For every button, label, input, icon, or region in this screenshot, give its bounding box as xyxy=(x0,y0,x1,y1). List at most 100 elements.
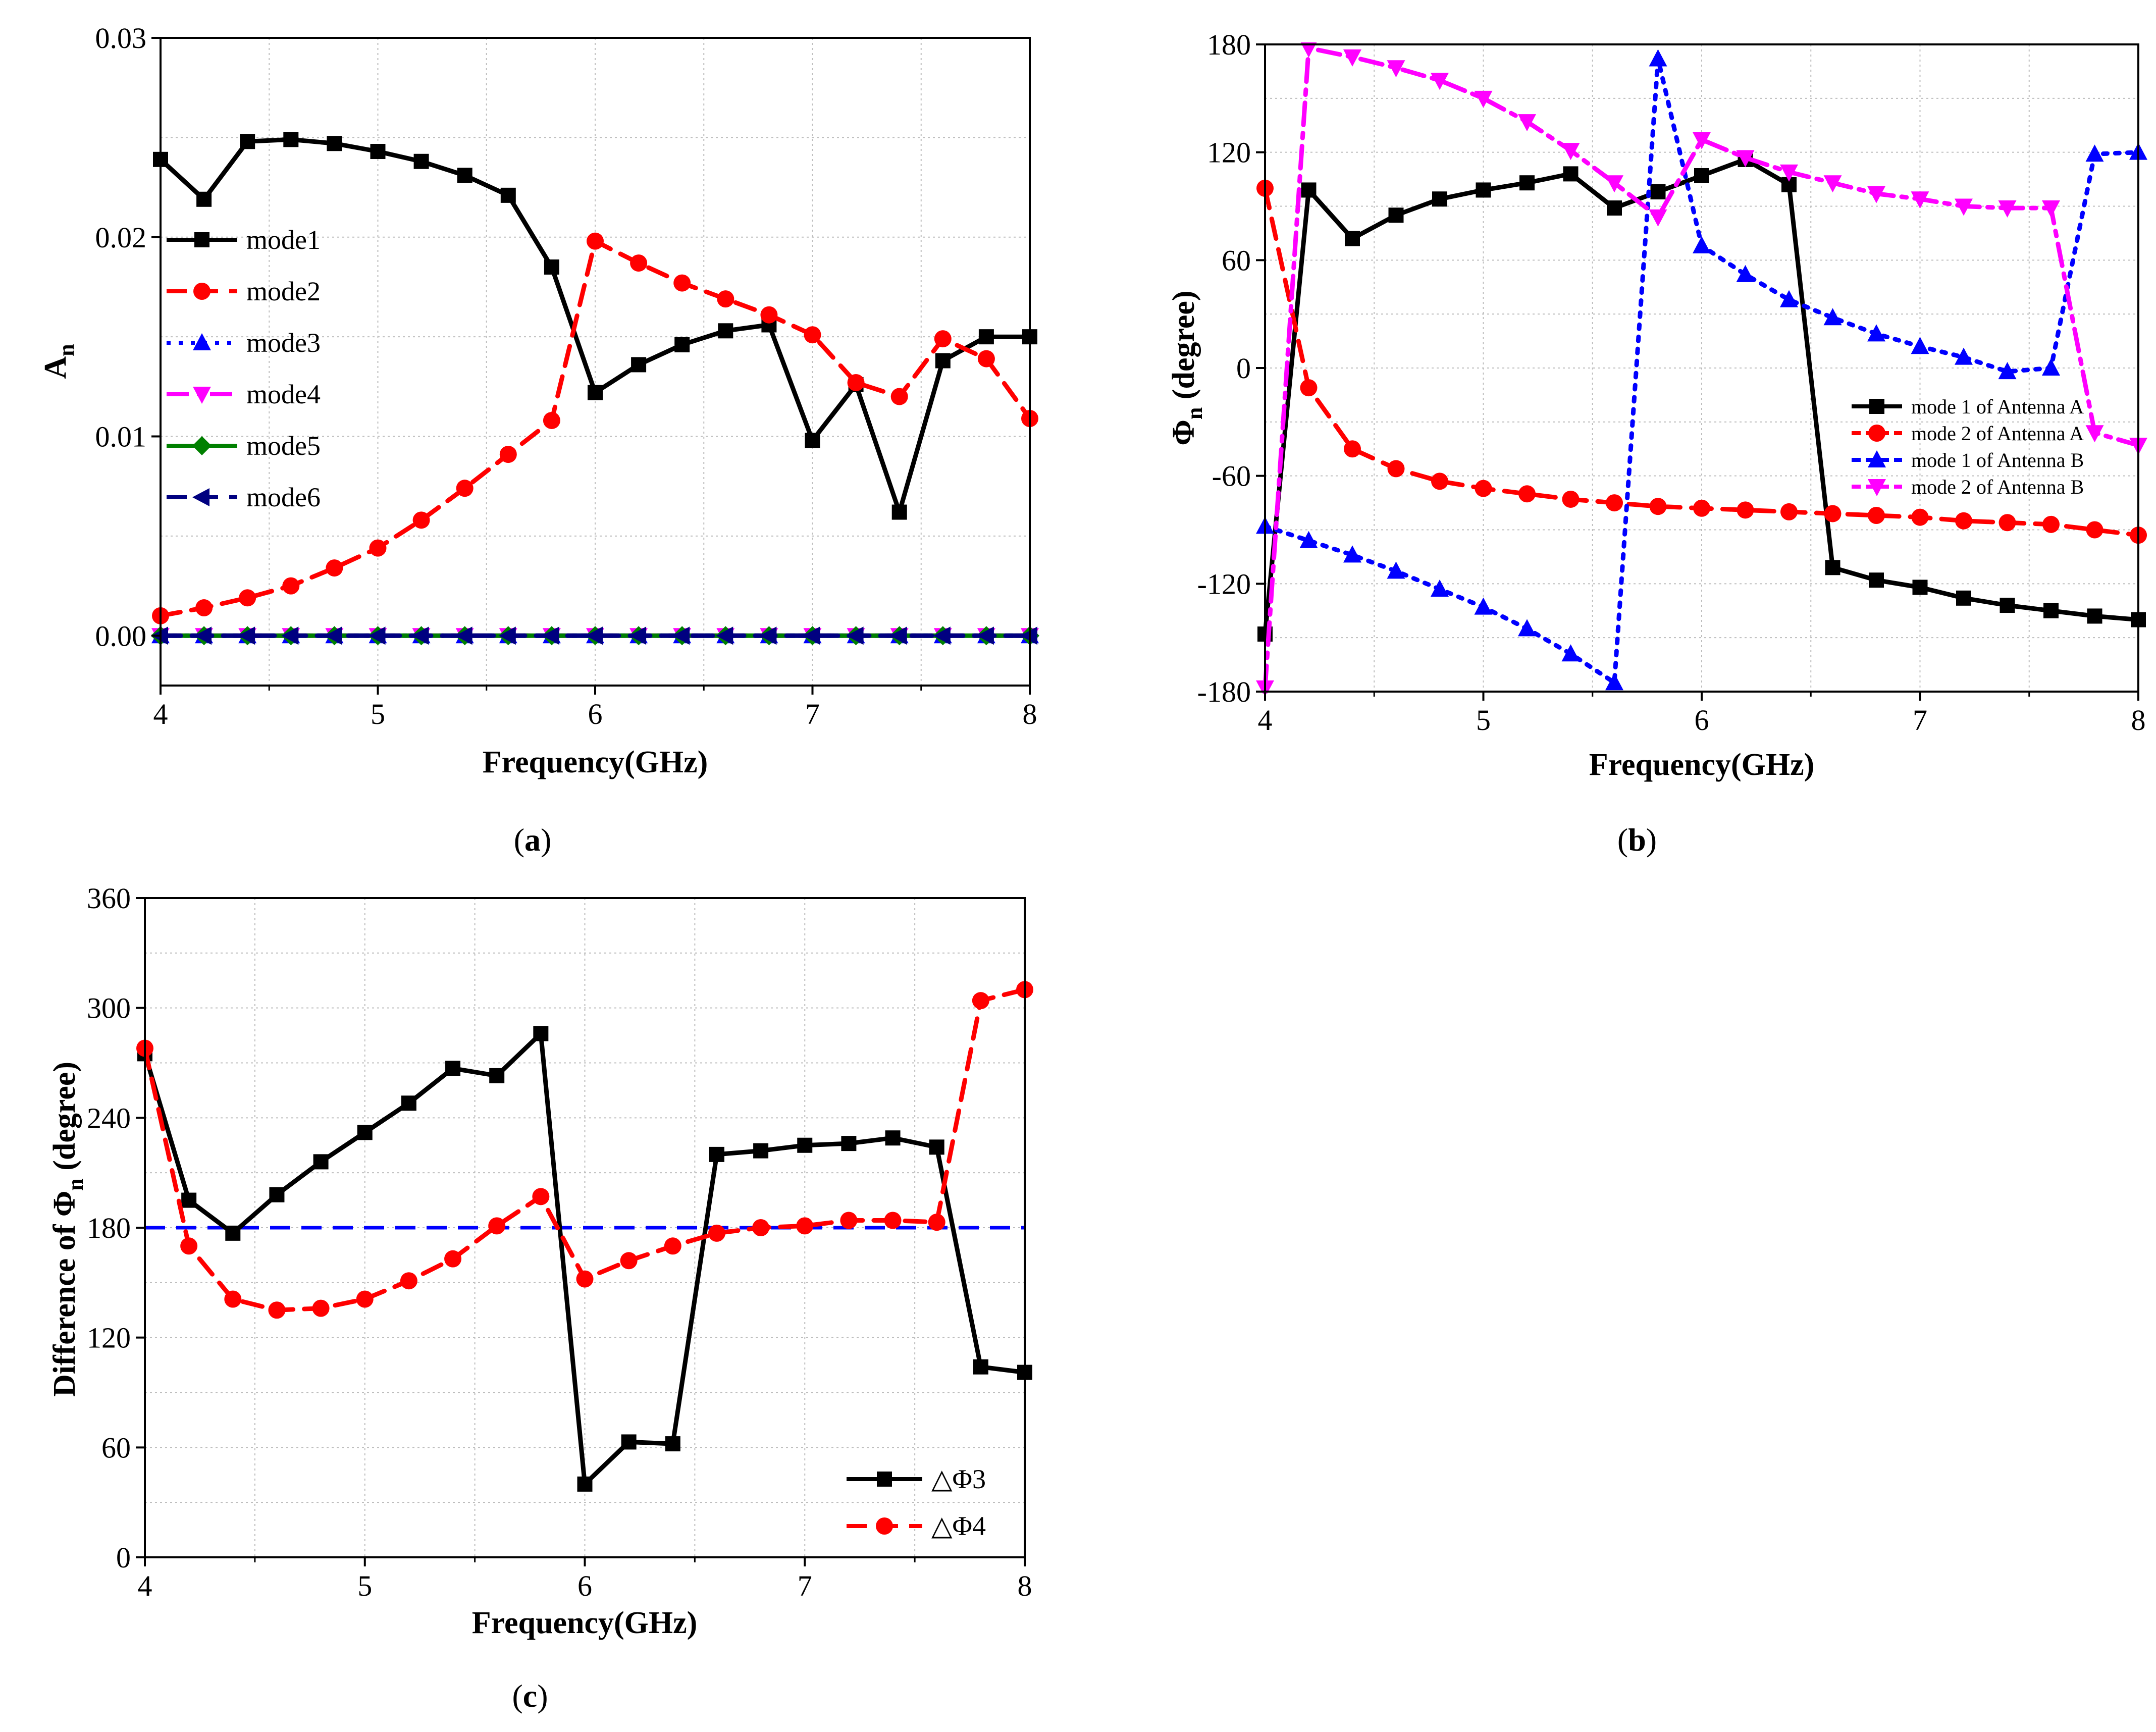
data-point xyxy=(544,259,559,275)
data-point xyxy=(759,626,777,645)
data-point xyxy=(325,626,342,645)
data-point xyxy=(1780,503,1798,520)
legend-label: mode1 xyxy=(246,225,321,255)
panel-label-close: ) xyxy=(1646,822,1657,858)
data-point xyxy=(413,153,429,169)
data-point xyxy=(1300,379,1318,397)
legend-marker xyxy=(1869,399,1884,414)
data-point xyxy=(411,626,429,645)
data-point xyxy=(674,337,690,352)
y-axis-label-part: Difference of Φ xyxy=(47,1191,82,1397)
legend-label: mode6 xyxy=(246,482,321,512)
y-tick-label: -120 xyxy=(1197,567,1251,600)
legend: mode 1 of Antenna A mode 2 of Antenna A mo… xyxy=(1852,395,2084,498)
data-point xyxy=(356,1290,374,1308)
data-point xyxy=(195,599,213,617)
data-point xyxy=(631,357,647,373)
data-point xyxy=(586,626,603,645)
data-point xyxy=(1387,460,1405,478)
data-point xyxy=(224,1290,242,1308)
data-point xyxy=(977,350,995,368)
y-axis-label: Φn (degree) xyxy=(1167,290,1207,445)
legend-label: mode3 xyxy=(246,328,321,358)
data-point xyxy=(1955,347,1973,365)
data-point xyxy=(1431,73,1449,90)
legend-marker xyxy=(1868,450,1886,467)
data-point xyxy=(1431,580,1449,597)
data-point xyxy=(846,626,864,645)
data-point xyxy=(1823,308,1842,326)
data-point xyxy=(543,411,560,429)
data-point xyxy=(1301,182,1317,198)
data-point xyxy=(1432,191,1447,207)
series-mode2 xyxy=(152,232,1038,624)
data-point xyxy=(240,134,255,149)
data-point xyxy=(268,1301,286,1319)
data-point xyxy=(1693,132,1711,149)
legend-label: △Φ4 xyxy=(931,1511,986,1541)
data-point xyxy=(630,254,648,272)
legend-marker xyxy=(194,232,209,247)
data-point xyxy=(1999,514,2016,532)
series-mode6 xyxy=(151,626,1037,645)
data-point xyxy=(1607,200,1622,216)
data-point xyxy=(1345,231,1360,246)
data-point xyxy=(456,480,474,497)
y-tick-label: 0 xyxy=(116,1541,131,1574)
data-point xyxy=(1562,490,1580,508)
data-point xyxy=(1343,545,1361,563)
data-point xyxy=(1518,619,1536,637)
data-point xyxy=(717,290,734,308)
y-tick-label: 240 xyxy=(87,1101,131,1134)
data-point xyxy=(796,1217,814,1235)
panel-label: (a) xyxy=(514,822,552,858)
y-tick-label: 300 xyxy=(87,992,131,1025)
data-point xyxy=(1736,150,1755,168)
data-point xyxy=(1605,175,1623,193)
data-point xyxy=(532,1188,550,1205)
y-axis-label-part: A xyxy=(38,356,73,379)
data-point xyxy=(1780,290,1798,307)
data-point xyxy=(1911,508,1929,526)
data-point xyxy=(718,323,733,339)
data-point xyxy=(2085,425,2104,443)
y-tick-label: 0.02 xyxy=(95,221,147,254)
legend-marker xyxy=(1868,425,1885,442)
panel-label-open: ( xyxy=(1617,822,1628,858)
data-point xyxy=(1911,191,1929,209)
data-point xyxy=(884,1212,902,1229)
data-point xyxy=(2042,200,2060,218)
x-axis-label: Frequency(GHz) xyxy=(472,1606,698,1640)
data-point xyxy=(2042,358,2060,376)
data-point xyxy=(1780,164,1798,182)
data-point xyxy=(797,1137,813,1153)
data-point xyxy=(1867,186,1885,203)
data-point xyxy=(1299,531,1318,548)
panel-label-letter: a xyxy=(524,822,541,858)
panel-label-close: ) xyxy=(541,822,551,858)
data-point xyxy=(542,626,559,645)
data-point xyxy=(283,132,299,147)
data-point xyxy=(805,433,820,448)
y-axis-label-subscript: n xyxy=(54,344,79,356)
data-point xyxy=(269,1187,285,1202)
data-point xyxy=(973,1359,988,1375)
legend-label: mode 2 of Antenna B xyxy=(1911,476,2084,498)
y-axis-label-part: (degree) xyxy=(1167,290,1201,407)
data-point xyxy=(629,626,647,645)
y-tick-label: 0.01 xyxy=(95,421,147,453)
panel-label: (c) xyxy=(512,1678,548,1714)
data-point xyxy=(1344,440,1361,458)
data-point xyxy=(1955,512,1972,530)
y-axis-label-part: (degree) xyxy=(47,1062,82,1178)
data-point xyxy=(891,504,907,520)
legend-label: mode 1 of Antenna A xyxy=(1911,395,2084,418)
x-tick-label: 4 xyxy=(153,698,168,730)
x-tick-label: 5 xyxy=(357,1569,372,1602)
series--4 xyxy=(136,981,1033,1319)
data-point xyxy=(1998,362,2017,380)
data-point xyxy=(370,144,386,160)
legend-marker xyxy=(1868,479,1886,496)
data-point xyxy=(1955,198,1973,216)
